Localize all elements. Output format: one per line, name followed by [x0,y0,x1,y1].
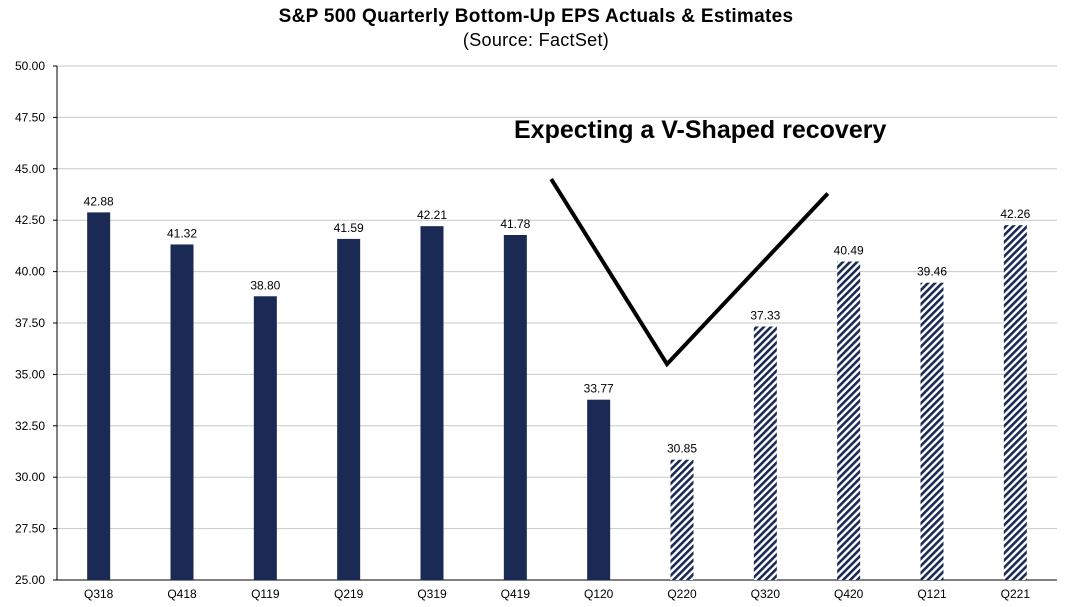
y-tick-label: 35.00 [15,367,45,381]
x-tick-label: Q319 [417,587,447,601]
actual-bar [170,244,194,580]
data-label: 40.49 [834,244,864,258]
data-label: 42.88 [84,194,114,208]
x-tick-label: Q420 [834,587,864,601]
data-label: 37.33 [750,308,780,322]
data-label: 33.77 [584,382,614,396]
data-label: 30.85 [667,442,697,456]
estimate-bar [920,282,944,580]
y-tick-label: 45.00 [15,162,45,176]
x-tick-label: Q318 [84,587,114,601]
actual-bar [337,238,361,580]
x-tick-label: Q220 [667,587,697,601]
actual-bar [587,399,611,580]
x-tick-label: Q221 [1001,587,1031,601]
x-tick-label: Q419 [501,587,531,601]
y-tick-label: 37.50 [15,316,45,330]
data-label: 39.46 [917,265,947,279]
x-tick-label: Q219 [334,587,364,601]
y-tick-label: 50.00 [15,59,45,73]
y-tick-label: 42.50 [15,213,45,227]
data-label: 41.78 [500,217,530,231]
v-shape-line [549,178,830,368]
y-tick-label: 25.00 [15,573,45,587]
y-tick-label: 40.00 [15,265,45,279]
estimate-bar [670,459,694,580]
data-label: 41.32 [167,226,197,240]
x-tick-label: Q418 [167,587,197,601]
data-label: 42.21 [417,208,447,222]
x-tick-label: Q120 [584,587,614,601]
chart-title: S&P 500 Quarterly Bottom-Up EPS Actuals … [278,6,794,27]
actual-bar [253,296,277,580]
data-label: 41.59 [334,221,364,235]
estimate-bar [753,326,777,580]
x-tick-label: Q119 [251,587,280,601]
v-shape-annotation: Expecting a V-Shaped recovery [514,116,887,144]
data-label: 42.26 [1000,207,1030,221]
y-tick-label: 27.50 [15,522,45,536]
x-tick-label: Q121 [917,587,947,601]
x-tick-label: Q320 [751,587,781,601]
y-tick-label: 32.50 [15,419,45,433]
y-tick-label: 30.00 [15,470,45,484]
y-tick-label: 47.50 [15,110,45,124]
estimate-bar [1003,225,1027,580]
estimate-bar [837,261,861,580]
actual-bar [87,212,111,580]
data-label: 38.80 [250,278,280,292]
actual-bar [420,226,444,580]
chart-subtitle: (Source: FactSet) [462,30,610,50]
actual-bar [503,235,527,580]
